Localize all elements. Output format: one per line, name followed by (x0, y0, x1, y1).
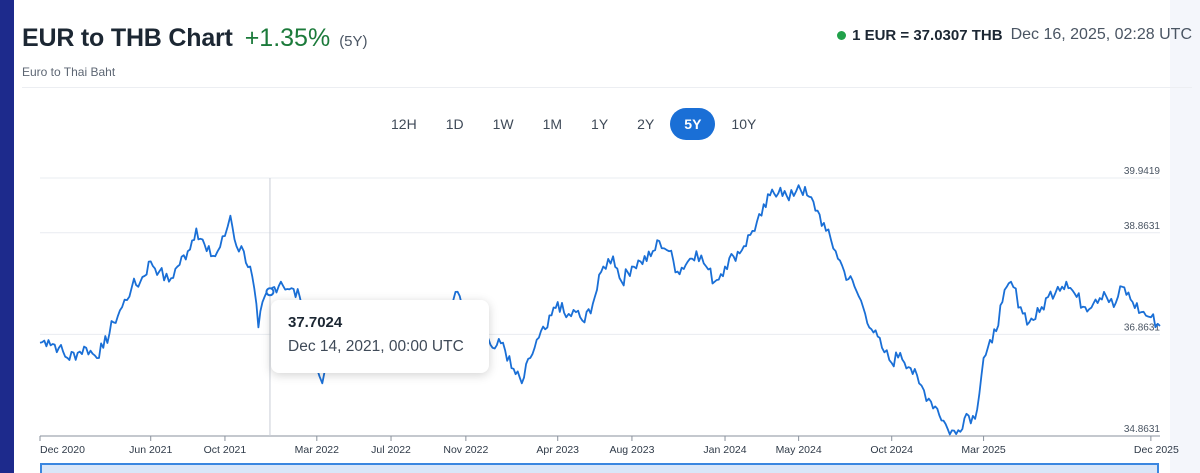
page-scroll-area (1170, 0, 1200, 473)
grid-lines (40, 177, 1160, 437)
x-tick-label: May 2024 (776, 444, 822, 456)
rate-timestamp: Dec 16, 2025, 02:28 UTC (1010, 26, 1192, 43)
y-axis-ticks: 39.9419 38.8631 36.8631 34.8631 (1124, 166, 1161, 435)
range-button-1y[interactable]: 1Y (591, 116, 609, 132)
x-tick-label: Nov 2022 (443, 444, 488, 456)
live-status-dot-icon (837, 30, 847, 40)
x-tick-label: Dec 2025 (1134, 444, 1179, 456)
x-tick-label: Mar 2025 (961, 444, 1006, 456)
tooltip-value: 37.7024 (288, 314, 343, 331)
x-tick-label: Oct 2021 (204, 444, 247, 456)
range-button-1m[interactable]: 1M (542, 116, 563, 132)
hover-point (265, 287, 275, 297)
y-tick-label: 34.8631 (1124, 424, 1161, 435)
chart-panel (14, 0, 1170, 473)
range-button-2y[interactable]: 2Y (637, 116, 655, 132)
live-rate: 1 EUR = 37.0307 THB Dec 16, 2025, 02:28 … (837, 26, 1192, 44)
x-tick-label: Aug 2023 (609, 444, 654, 456)
range-selector: 12H 1D 1W 1M 1Y 2Y 5Y 10Y (378, 108, 772, 140)
x-tick-label: Jun 2021 (129, 444, 172, 456)
range-button-1w[interactable]: 1W (492, 116, 514, 132)
series-layer (39, 184, 1161, 436)
range-button-12h[interactable]: 12H (391, 116, 417, 132)
page-subtitle: Euro to Thai Baht (22, 65, 116, 79)
header-divider (22, 87, 1192, 88)
header-title-row: EUR to THB Chart +1.35% (5Y) (22, 24, 368, 53)
change-percent: +1.35% (244, 24, 331, 52)
tooltip-date: Dec 14, 2021, 00:00 UTC (288, 338, 464, 355)
range-button-10y[interactable]: 10Y (731, 116, 757, 132)
range-button-5y[interactable]: 5Y (670, 108, 716, 140)
x-axis-ticks: Dec 2020 Jun 2021 Oct 2021 Mar 2022 Jul 2022… (39, 436, 1179, 456)
x-tick-label: Mar 2022 (295, 444, 340, 456)
hover-tooltip: 37.7024 Dec 14, 2021, 00:00 UTC (271, 300, 489, 373)
x-tick-label: Oct 2024 (870, 444, 913, 456)
change-period: (5Y) (339, 33, 368, 50)
series-line (39, 184, 1161, 436)
y-tick-label: 39.9419 (1124, 166, 1161, 177)
rate-value: 1 EUR = 37.0307 THB (852, 26, 1003, 44)
y-tick-label: 36.8631 (1124, 322, 1161, 333)
x-tick-label: Jan 2024 (703, 444, 746, 456)
x-tick-label: Dec 2020 (40, 444, 85, 456)
x-tick-label: Apr 2023 (536, 444, 579, 456)
x-tick-label: Jul 2022 (371, 444, 411, 456)
page-title: EUR to THB Chart (22, 24, 233, 52)
y-tick-label: 38.8631 (1124, 221, 1161, 232)
range-navigator[interactable] (40, 463, 1159, 473)
range-button-1d[interactable]: 1D (445, 116, 464, 132)
hover-marker (265, 287, 275, 297)
